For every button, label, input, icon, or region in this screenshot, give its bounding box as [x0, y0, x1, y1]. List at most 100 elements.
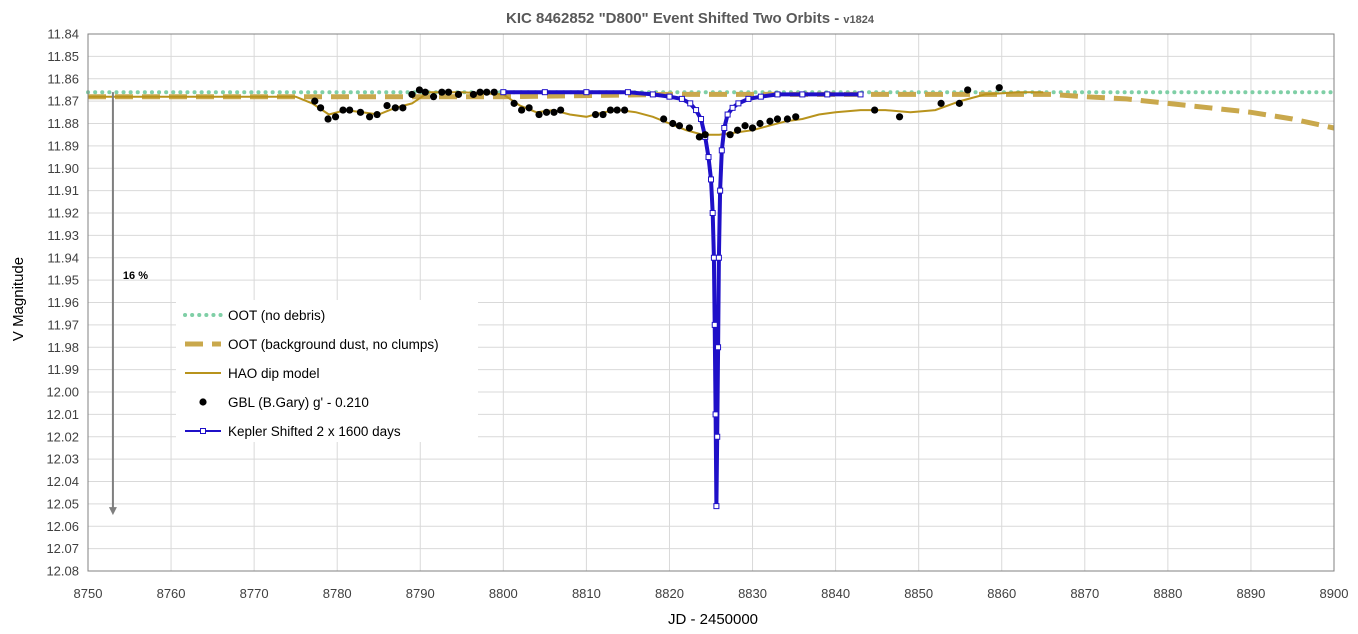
gbl-data-point [438, 88, 446, 96]
y-tick-label: 12.03 [46, 452, 79, 467]
kepler-data-point [714, 433, 721, 440]
legend-swatch-gbl [199, 398, 207, 406]
x-tick-label: 8860 [987, 586, 1016, 601]
gbl-data-point [421, 88, 429, 96]
gbl-data-point [339, 106, 347, 114]
gbl-data-point [695, 133, 703, 141]
kepler-data-point [624, 89, 631, 96]
gbl-data-point [383, 102, 391, 110]
gbl-data-point [365, 113, 374, 121]
kepler-data-point [824, 91, 831, 98]
legend-label: OOT (background dust, no clumps) [228, 337, 439, 352]
y-tick-label: 11.93 [47, 228, 79, 243]
kepler-data-point [711, 321, 718, 328]
x-tick-label: 8890 [1236, 586, 1265, 601]
gbl-data-point [476, 88, 484, 96]
x-tick-label: 8820 [655, 586, 684, 601]
gbl-data-point [591, 110, 600, 119]
x-tick-label: 8830 [738, 586, 767, 601]
y-tick-label: 11.84 [47, 27, 79, 42]
y-tick-label: 11.91 [47, 183, 79, 198]
gbl-data-point [373, 110, 381, 119]
x-tick-label: 8790 [406, 586, 435, 601]
legend-label: HAO dip model [228, 366, 320, 381]
y-tick-label: 11.87 [47, 94, 79, 109]
gbl-data-point [525, 104, 533, 112]
gbl-data-point [483, 88, 491, 96]
gbl-data-point [726, 131, 734, 139]
kepler-data-point [687, 100, 694, 107]
gbl-data-point [454, 90, 463, 99]
x-tick-label: 8870 [1070, 586, 1099, 601]
gbl-data-point [748, 124, 757, 132]
gbl-data-point [542, 108, 551, 116]
gbl-data-point [773, 115, 782, 123]
plot-frame [87, 33, 1335, 572]
plot-series [86, 84, 1336, 510]
y-tick-label: 12.00 [46, 385, 79, 400]
gbl-data-point [316, 104, 325, 112]
x-tick-label: 8840 [821, 586, 850, 601]
kepler-data-point [718, 147, 725, 154]
y-tick-label: 12.04 [46, 474, 79, 489]
kepler-data-point [757, 93, 764, 100]
y-tick-label: 11.88 [47, 116, 79, 131]
gbl-data-point [895, 113, 904, 121]
gbl-data-point [685, 124, 694, 132]
x-tick-label: 8810 [572, 586, 601, 601]
kepler-data-point [745, 95, 752, 102]
y-tick-label: 11.89 [47, 138, 79, 153]
kepler-data-point [712, 411, 719, 418]
chart-title-main: KIC 8462852 "D800" Event Shifted Two Orb… [506, 10, 843, 27]
y-tick-label: 11.85 [47, 49, 79, 64]
x-tick-label: 8750 [74, 586, 103, 601]
y-tick-label: 12.02 [46, 429, 79, 444]
x-tick-label: 8800 [489, 586, 518, 601]
annotation-label: 16 % [123, 270, 148, 282]
legend-background [176, 300, 478, 442]
gbl-data-point [331, 113, 340, 121]
x-axis-label: JD - 2450000 [668, 611, 758, 628]
kepler-data-point [735, 100, 742, 107]
gbl-data-point [550, 108, 558, 116]
gbl-data-point [621, 106, 629, 114]
y-tick-label: 11.86 [47, 71, 79, 86]
gbl-data-point [415, 86, 424, 94]
gbl-data-point [346, 106, 354, 114]
y-axis-label: V Magnitude [10, 257, 27, 341]
gbl-data-point [964, 86, 972, 94]
annotation-arrow-head [108, 507, 117, 516]
x-tick-label: 8880 [1153, 586, 1182, 601]
legend-swatch-kepler-marker [200, 428, 206, 434]
legend-label: OOT (no debris) [228, 308, 325, 323]
chart-title: KIC 8462852 "D800" Event Shifted Two Orb… [506, 10, 875, 27]
y-tick-label: 11.95 [47, 273, 79, 288]
kepler-data-point [717, 187, 724, 194]
legend-label: GBL (B.Gary) g' - 0.210 [228, 395, 369, 410]
gbl-data-point [783, 115, 792, 123]
annotation: 16 % [108, 92, 148, 516]
y-tick-label: 12.06 [46, 519, 79, 534]
y-tick-label: 11.92 [47, 206, 79, 221]
kepler-data-point [678, 95, 685, 102]
kepler-data-point [799, 91, 806, 98]
kepler-data-point [729, 104, 736, 111]
kepler-data-point [713, 503, 720, 510]
x-tick-labels: 8750 8760 8770 8780 8790 8800 8810 8820 8830 8840… [74, 586, 1349, 601]
y-tick-labels: 11.84 11.85 11.86 11.87 11.88 11.89 11.90 11.91… [46, 27, 79, 579]
gbl-data-point [792, 113, 800, 121]
gbl-data-point [490, 88, 498, 96]
gbl-data-point [391, 104, 399, 112]
gbl-data-point [756, 119, 764, 128]
gbl-data-point [995, 84, 1003, 92]
kepler-data-point [774, 91, 781, 98]
gbl-data-point [408, 90, 416, 99]
kepler-data-point [541, 89, 548, 96]
kepler-data-point [709, 210, 716, 216]
legend: OOT (no debris) OOT (background dust, no … [176, 300, 478, 442]
kepler-data-point [715, 254, 722, 261]
gbl-data-point [613, 106, 621, 114]
kepler-data-point [857, 91, 864, 98]
kepler-data-point [666, 93, 673, 100]
